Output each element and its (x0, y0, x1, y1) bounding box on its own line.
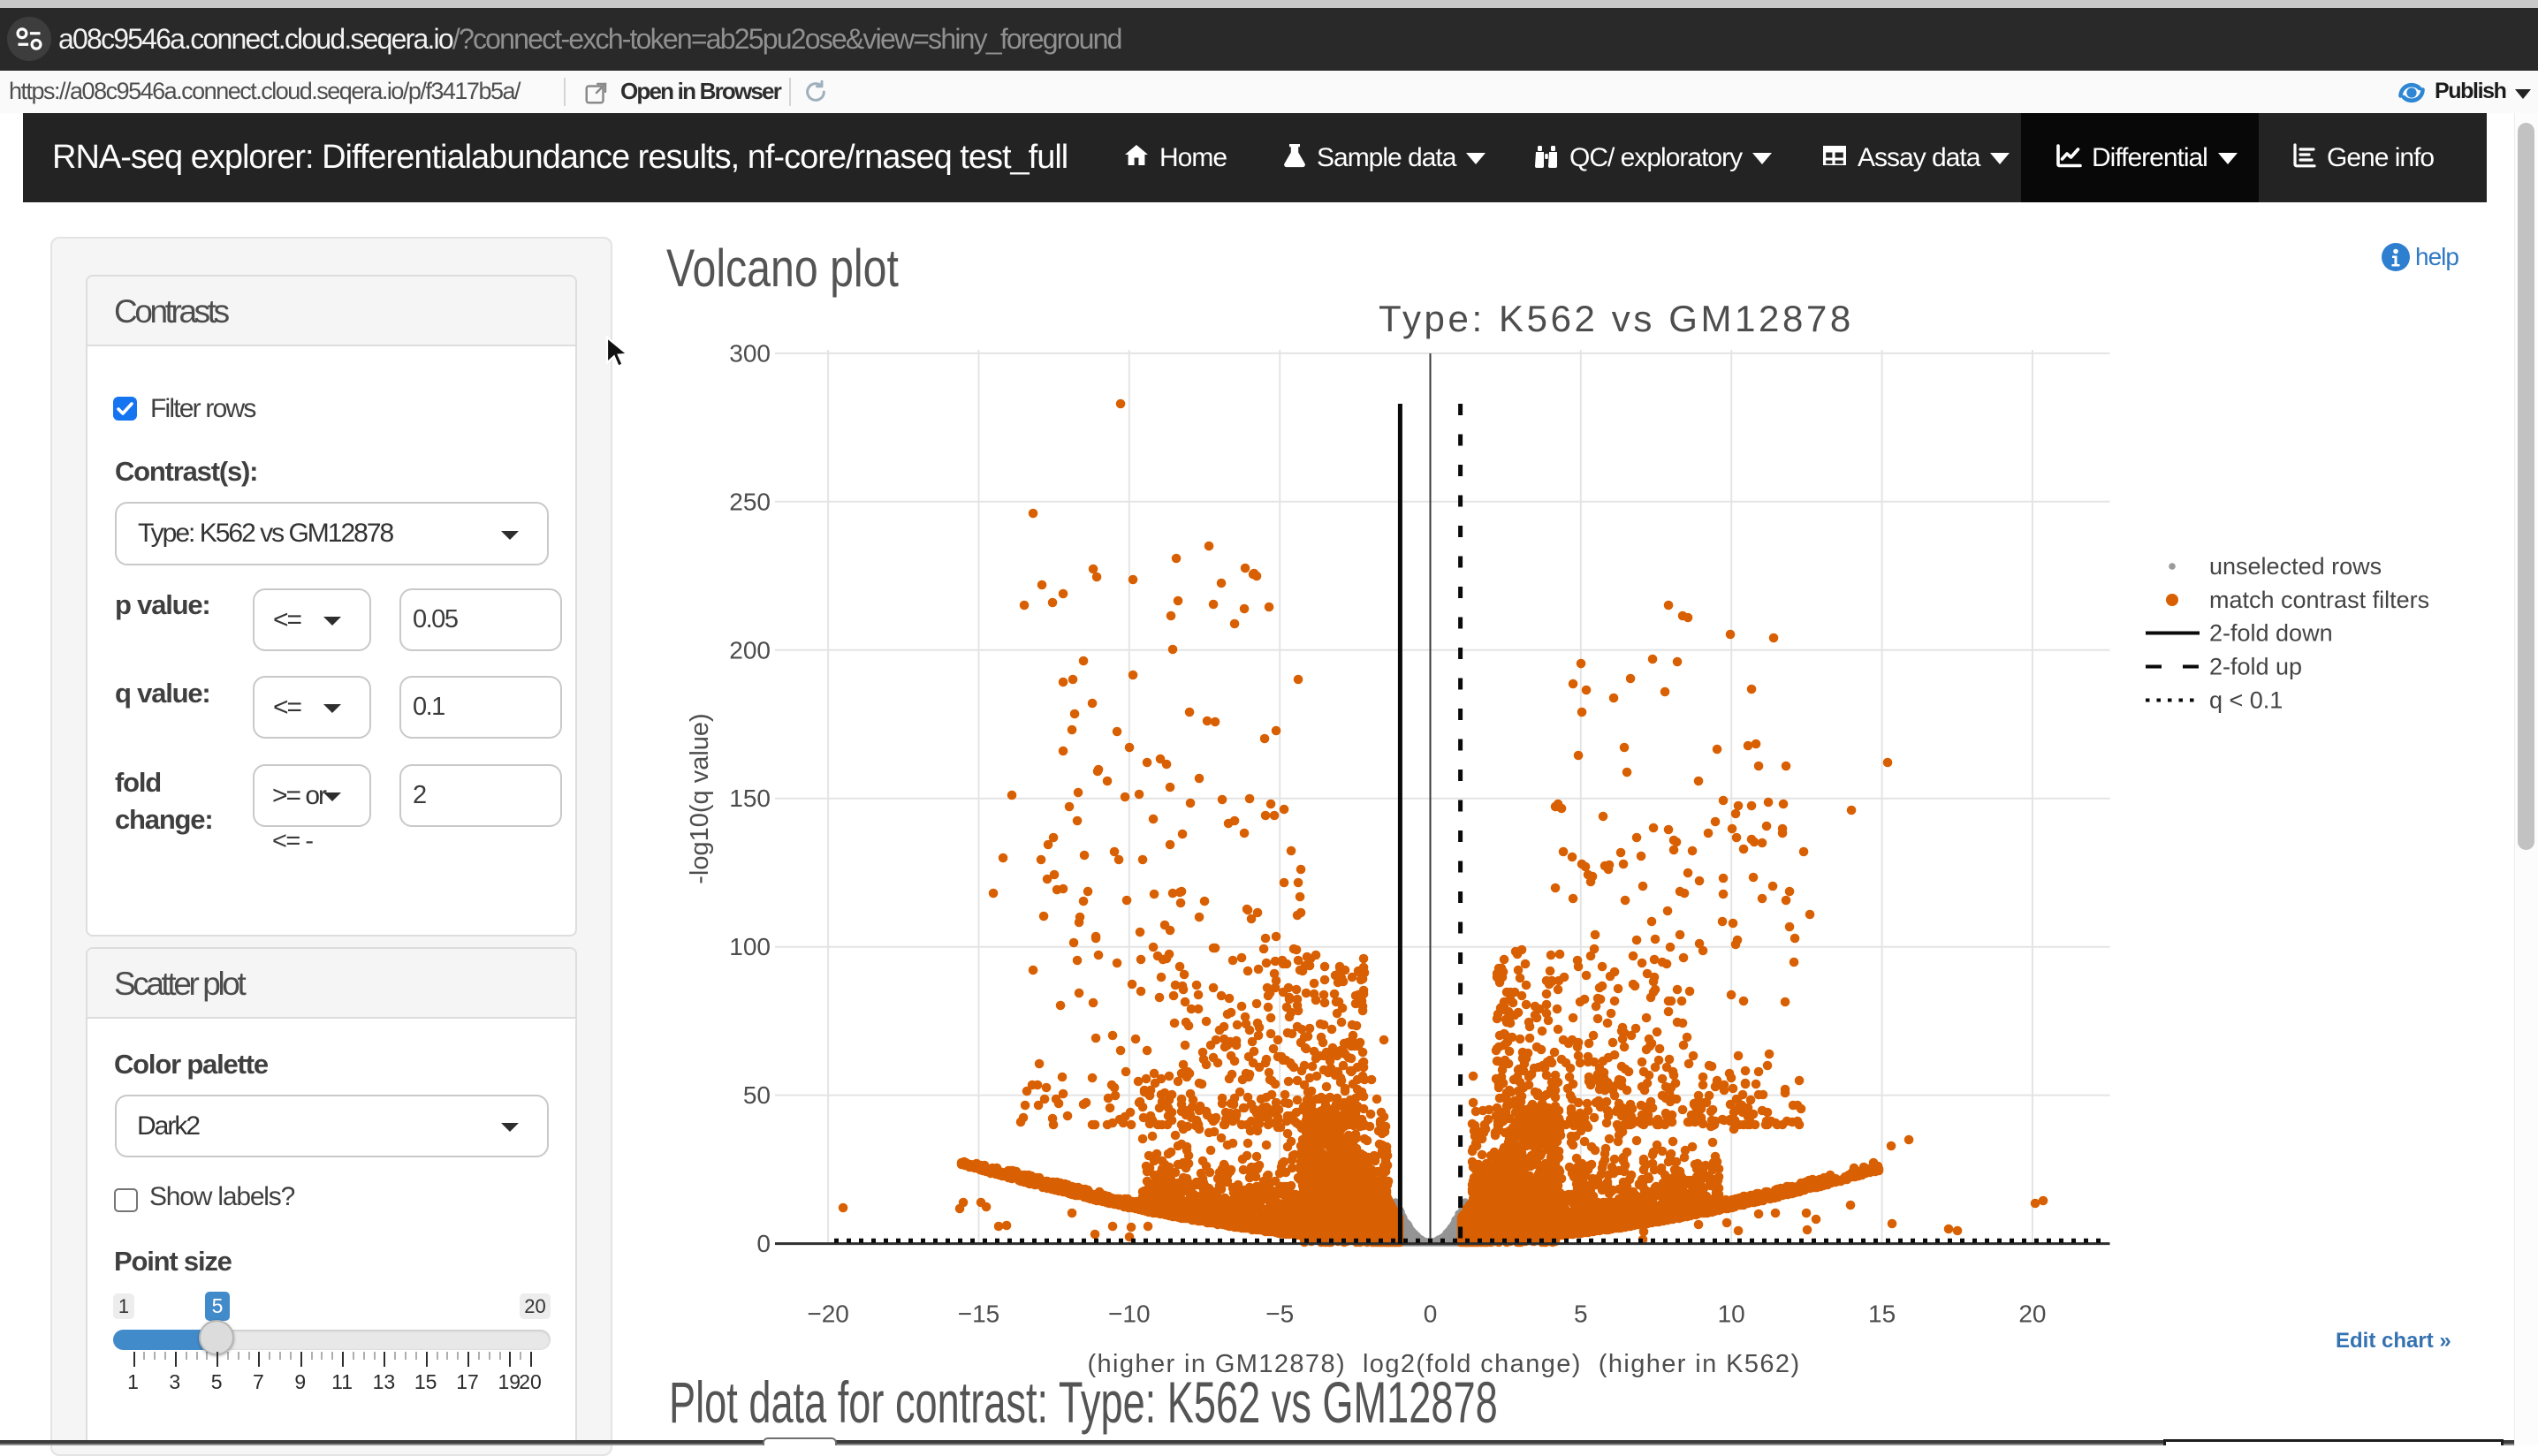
svg-text:Type: K562 vs GM12878: Type: K562 vs GM12878 (1379, 298, 1854, 339)
svg-text:150: 150 (729, 785, 771, 812)
svg-text:20: 20 (2018, 1301, 2046, 1328)
svg-text:300: 300 (729, 339, 771, 367)
svg-text:15: 15 (1868, 1301, 1896, 1328)
svg-text:250: 250 (729, 488, 771, 515)
svg-text:unselected rows: unselected rows (2209, 553, 2382, 580)
svg-text:200: 200 (729, 636, 771, 664)
svg-text:5: 5 (1574, 1301, 1588, 1328)
svg-text:2-fold down: 2-fold down (2209, 620, 2333, 647)
svg-text:−10: −10 (1108, 1301, 1151, 1328)
svg-text:0: 0 (756, 1230, 771, 1257)
svg-text:2-fold up: 2-fold up (2209, 654, 2302, 680)
svg-text:-log10(q value): -log10(q value) (686, 713, 714, 883)
svg-text:(higher in GM12878) log2(fold: (higher in GM12878) log2(fold change) (h… (1087, 1350, 1800, 1378)
svg-text:0: 0 (1424, 1301, 1438, 1328)
svg-text:−20: −20 (807, 1301, 849, 1328)
svg-text:−5: −5 (1265, 1301, 1294, 1328)
svg-text:50: 50 (743, 1081, 771, 1109)
svg-text:−15: −15 (958, 1301, 1000, 1328)
svg-text:q < 0.1: q < 0.1 (2209, 687, 2283, 714)
svg-text:100: 100 (729, 933, 771, 960)
svg-text:10: 10 (1718, 1301, 1745, 1328)
svg-text:match contrast filters: match contrast filters (2209, 587, 2429, 613)
